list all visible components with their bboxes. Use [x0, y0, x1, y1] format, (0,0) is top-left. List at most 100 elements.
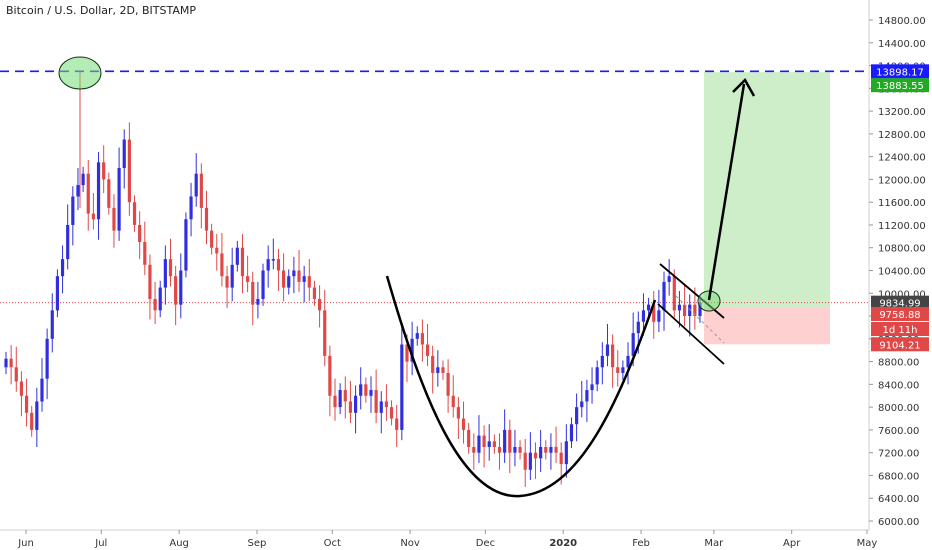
candle-body: [672, 276, 676, 311]
candle-body: [194, 173, 198, 197]
candle-body: [461, 418, 466, 430]
candle-body: [138, 224, 142, 243]
y-tick-label: 11200.00: [878, 221, 926, 232]
candle-body: [50, 310, 54, 339]
candle-body: [369, 390, 373, 396]
candle-body: [456, 407, 460, 419]
candle-body: [287, 276, 291, 288]
candle-body: [585, 390, 589, 402]
candle-body: [636, 321, 640, 334]
candle-body: [595, 367, 599, 385]
candle-body: [240, 247, 245, 277]
candle-body: [467, 429, 471, 447]
y-tick-label: 6400.00: [878, 494, 919, 505]
channel-lower-line: [657, 303, 725, 365]
candle-body: [14, 367, 18, 382]
x-tick-label: Jun: [17, 538, 34, 549]
candle-body: [528, 452, 532, 470]
candle-body: [220, 253, 224, 277]
candle-body: [76, 185, 80, 197]
candle-body: [554, 446, 558, 453]
candle-body: [81, 173, 85, 186]
y-tick-label: 12400.00: [878, 153, 926, 164]
y-tick-label: 8800.00: [878, 358, 919, 369]
candle-body: [266, 259, 270, 271]
candle-body: [384, 401, 389, 408]
candle-body: [641, 310, 646, 322]
candle-body: [446, 372, 450, 396]
candle-body: [698, 302, 702, 317]
candle-body: [513, 446, 517, 453]
candle-body: [282, 270, 286, 288]
candle-body: [425, 344, 430, 356]
price-tag-bg: [871, 307, 929, 322]
cup-curve: [385, 275, 657, 498]
candle-body: [199, 173, 203, 208]
price-tag-bg: [871, 64, 929, 79]
candle-body: [55, 276, 60, 311]
candle-body: [616, 367, 620, 373]
x-tick-label: Mar: [704, 538, 724, 549]
candle-body: [163, 259, 167, 288]
y-tick-label: 8000.00: [878, 403, 919, 414]
candle-body: [9, 358, 13, 368]
candle-body: [389, 407, 394, 419]
candle-body: [86, 173, 90, 214]
candle-body: [256, 298, 260, 305]
candle-body: [492, 441, 496, 447]
candle-body: [179, 270, 183, 305]
candle-body: [677, 304, 682, 311]
candle-body: [66, 224, 70, 260]
breakout-arrow-head: [732, 77, 756, 97]
price-tag-label: 13883.55: [876, 81, 924, 92]
candle-body: [359, 384, 363, 396]
y-tick-label: 12000.00: [878, 175, 926, 186]
candle-body: [153, 298, 157, 311]
price-tag-label: 9104.21: [879, 340, 920, 351]
candle-body: [631, 333, 635, 356]
y-tick-label: 6800.00: [878, 471, 919, 482]
candle-body: [487, 441, 491, 447]
candle-body: [132, 202, 137, 225]
price-tag-label: 13898.17: [876, 67, 924, 78]
candle-body: [410, 338, 414, 362]
candle-body: [158, 287, 162, 311]
candle-body: [405, 344, 409, 362]
candle-body: [19, 381, 24, 396]
candle-body: [35, 401, 39, 430]
candle-body: [30, 412, 34, 430]
candle-body: [297, 270, 301, 282]
candle-body: [343, 390, 347, 402]
candle-body: [590, 384, 594, 391]
candle-body: [441, 367, 445, 373]
x-tick-label: Feb: [632, 538, 650, 549]
target-zone: [704, 72, 830, 308]
candle-body: [96, 162, 101, 220]
candle-body: [682, 304, 687, 317]
candle-body: [91, 213, 95, 220]
y-tick-label: 10400.00: [878, 267, 926, 278]
candle-body: [477, 435, 481, 453]
candle-body: [143, 242, 147, 265]
candle-body: [575, 407, 579, 425]
candle-body: [317, 298, 322, 311]
y-tick-label: 13200.00: [878, 107, 926, 118]
x-tick-label: Apr: [783, 538, 801, 549]
candle-body: [323, 310, 327, 356]
candle-body: [523, 452, 527, 470]
candle-body: [688, 304, 692, 317]
candle-body: [420, 333, 424, 345]
price-tag-bg: [871, 78, 929, 93]
candle-body: [600, 355, 604, 368]
y-tick-label: 11600.00: [878, 198, 926, 209]
candle-body: [436, 367, 440, 373]
candle-body: [338, 390, 342, 408]
candle-body: [204, 207, 209, 231]
y-tick-label: 12800.00: [878, 130, 926, 141]
candle-body: [107, 179, 111, 208]
candle-body: [662, 281, 666, 311]
candle-body: [348, 401, 353, 413]
candle-body: [626, 355, 630, 368]
candle-body: [24, 395, 29, 413]
